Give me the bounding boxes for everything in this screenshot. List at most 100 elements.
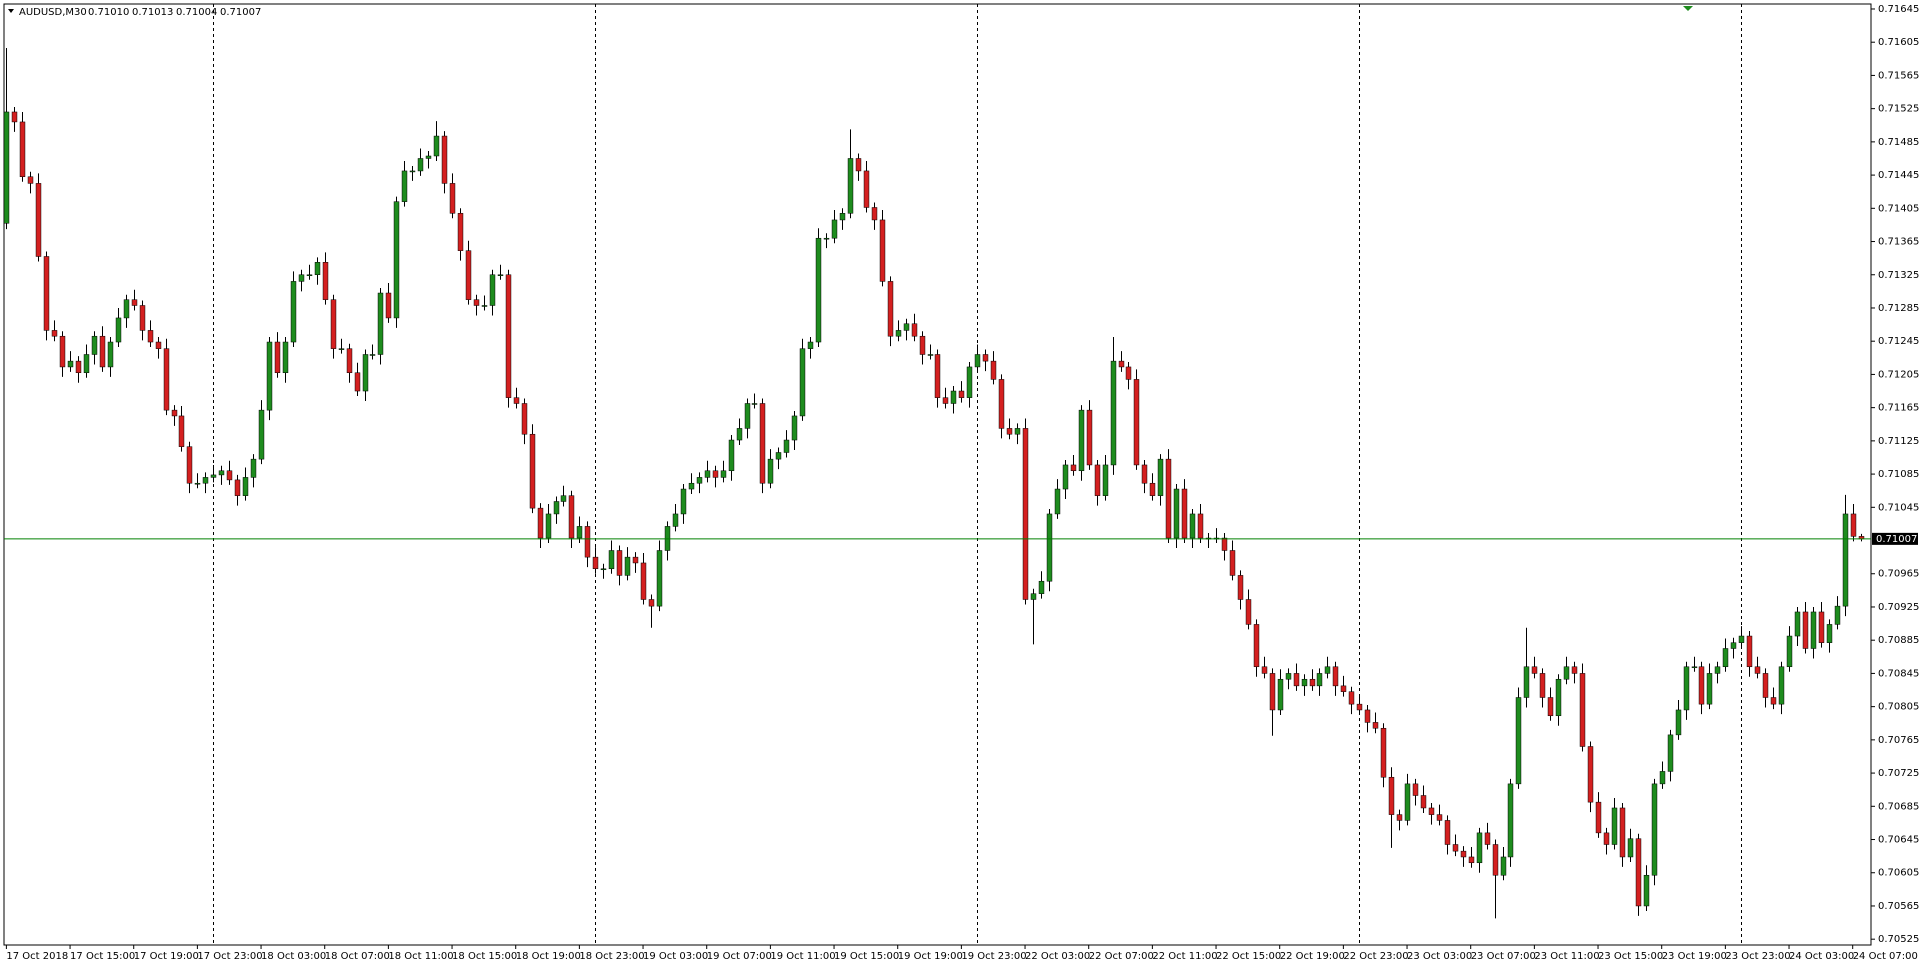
candle-body [982, 354, 989, 362]
candle-body [696, 477, 703, 484]
candle-body [537, 507, 544, 539]
candle-body [855, 158, 862, 172]
candle-body [1078, 409, 1085, 472]
candle-body [1714, 666, 1721, 674]
x-tick-label: 19 Oct 03:00 [643, 951, 708, 962]
candle-body [529, 433, 536, 509]
candle-body [632, 556, 639, 564]
candle-body [298, 274, 305, 282]
y-tick-label: 0.70645 [1878, 835, 1919, 846]
candle-body [895, 330, 902, 337]
candle-body [688, 482, 695, 490]
candle-body [990, 360, 997, 380]
y-tick-label: 0.71645 [1878, 4, 1919, 15]
candle-body [11, 111, 18, 123]
candle-body [871, 207, 878, 221]
candle-body [1173, 488, 1180, 539]
candle-body [1818, 611, 1825, 643]
candle-body [1229, 550, 1236, 576]
x-tick-label: 23 Oct 07:00 [1471, 951, 1536, 962]
candle-body [27, 176, 34, 184]
candle-body [1293, 673, 1300, 687]
candle-body [35, 183, 42, 257]
candle-body [1309, 678, 1316, 687]
y-tick-label: 0.71565 [1878, 70, 1919, 81]
candle-body [1786, 635, 1793, 668]
x-tick-label: 23 Oct 23:00 [1725, 951, 1790, 962]
candle-body [1014, 428, 1021, 435]
candle-body [1197, 513, 1204, 539]
header-value: 0.71004 [176, 7, 217, 18]
candle-body [911, 323, 918, 337]
y-tick-label: 0.70965 [1878, 569, 1919, 580]
x-tick-label: 18 Oct 23:00 [579, 951, 644, 962]
x-tick-label: 18 Oct 03:00 [261, 951, 326, 962]
candle-body [783, 439, 790, 453]
candle-body [202, 477, 209, 484]
header-value: 0.71013 [132, 7, 173, 18]
candle-body [1555, 678, 1562, 717]
candle-body [815, 237, 822, 343]
x-tick-label: 23 Oct 11:00 [1534, 951, 1599, 962]
candle-body [1110, 360, 1117, 466]
candle-body [1428, 807, 1435, 815]
candle-body [624, 556, 631, 576]
candle-body [863, 170, 870, 208]
candle-body [1412, 783, 1419, 796]
candle-body [831, 219, 838, 239]
candle-body [751, 403, 758, 405]
menu-triangle [8, 9, 14, 13]
candle-body [1635, 838, 1642, 907]
candle-body [1722, 648, 1729, 668]
y-tick-label: 0.70525 [1878, 934, 1919, 945]
candle-body [1500, 856, 1507, 876]
candle-body [218, 470, 225, 476]
candle-body [1492, 844, 1499, 876]
candle-body [1595, 801, 1602, 834]
candle-body [234, 479, 241, 496]
candle-body [720, 470, 727, 478]
candle-body [266, 341, 273, 411]
candle-body [473, 299, 480, 306]
candle-body [1237, 575, 1244, 600]
y-tick-label: 0.71165 [1878, 403, 1919, 414]
candle-body [1834, 605, 1841, 625]
candle-body [99, 335, 106, 368]
x-tick-label: 18 Oct 07:00 [325, 951, 390, 962]
candle-body [1356, 703, 1363, 711]
candle-body [1802, 611, 1809, 649]
candle-body [1850, 513, 1857, 537]
candle-body [505, 274, 512, 398]
candle-body [1181, 488, 1188, 539]
candle-body [1770, 697, 1777, 705]
candle-body [282, 341, 289, 374]
candle-body [194, 482, 201, 485]
candle-body [847, 158, 854, 214]
y-tick-label: 0.71405 [1878, 203, 1919, 214]
candle-body [513, 397, 520, 404]
candle-body [1460, 850, 1467, 858]
candle-body [1157, 458, 1164, 496]
candle-body [258, 409, 265, 460]
y-tick-label: 0.71285 [1878, 303, 1919, 314]
candle-body [560, 495, 567, 502]
candle-body [672, 513, 679, 527]
y-tick-label: 0.70605 [1878, 868, 1919, 879]
candle-body [1285, 673, 1292, 680]
candle-body [1667, 734, 1674, 772]
candle-body [107, 341, 114, 368]
candle-body [545, 513, 552, 539]
candle-body [736, 428, 743, 441]
candle-body [799, 348, 806, 417]
candle-body [656, 550, 663, 607]
candle-body [409, 170, 416, 173]
candle-body [433, 135, 440, 157]
candle-body [1730, 642, 1737, 649]
candle-body [19, 121, 26, 178]
candle-body [139, 305, 146, 331]
candle-body [592, 556, 599, 570]
candle-body [369, 354, 376, 356]
candle-body [1102, 464, 1109, 496]
